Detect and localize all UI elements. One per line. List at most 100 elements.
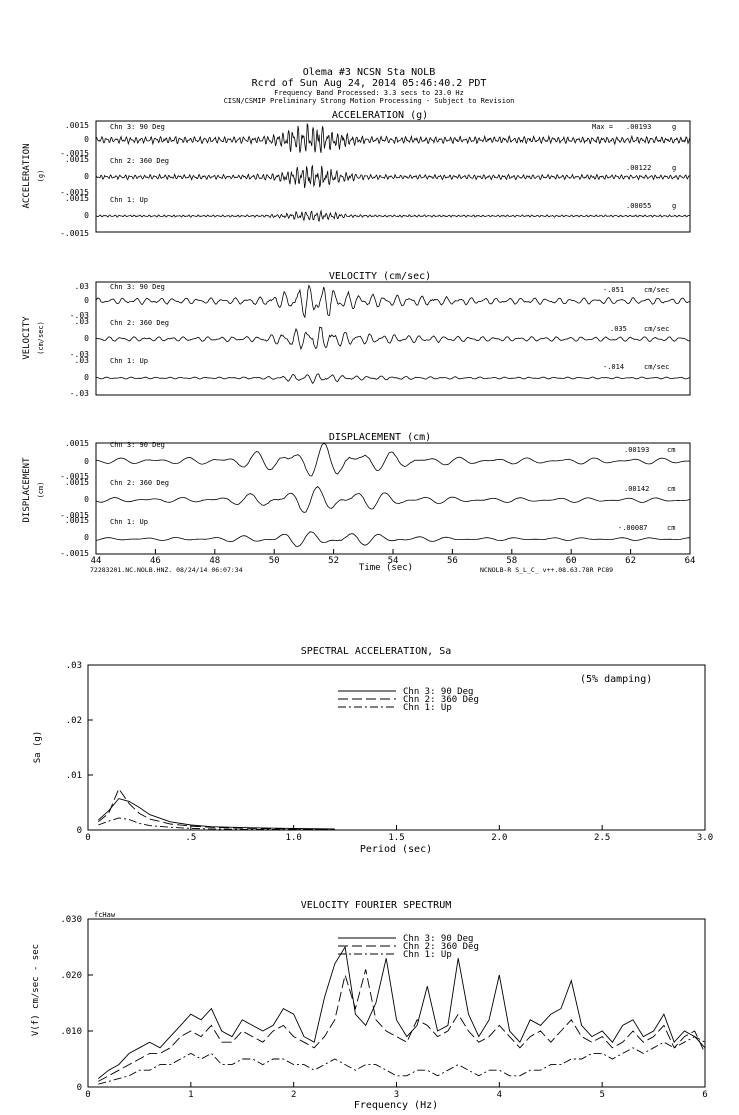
velocity-tick-zero: 0 (84, 296, 89, 305)
velocity-yunit: (cm/sec) (37, 321, 45, 355)
time-tick-label: 54 (388, 556, 399, 566)
acceleration-max-unit: g (672, 123, 676, 131)
velocity-trace-chn3 (95, 284, 691, 319)
fourier-spectrum-chart: VELOCITY FOURIER SPECTRUM fcHaw V(f) cm/… (31, 900, 708, 1111)
velocity-row-1: .03 0 -.03 Chn 2: 360 Deg .035 cm/sec (70, 317, 691, 359)
acceleration-panel: ACCELERATION (g) ACCELERATION (g) .0015 … (22, 110, 691, 238)
displacement-channel-label: Chn 3: 90 Deg (110, 441, 165, 449)
velocity-tick-zero: 0 (84, 334, 89, 343)
time-tick-label: 62 (625, 556, 636, 566)
fourier-legend: Chn 3: 90 Deg Chn 2: 360 Deg Chn 1: Up (338, 934, 479, 960)
displacement-row-0: .0015 0 -.0015 Chn 3: 90 Deg .00193 cm (60, 439, 691, 481)
acceleration-tick-zero: 0 (84, 172, 89, 181)
displacement-tick-top: .0015 (65, 439, 89, 448)
acceleration-tick-top: .0015 (65, 121, 89, 130)
acceleration-trace-chn3 (95, 122, 691, 153)
time-xlabel: Time (sec) (359, 563, 413, 573)
y-tick-label: 0 (77, 1083, 82, 1093)
displacement-max-unit: cm (667, 446, 675, 454)
displacement-tick-zero: 0 (84, 457, 89, 466)
spectral-legend: Chn 3: 90 Deg Chn 2: 360 Deg Chn 1: Up (338, 687, 479, 713)
velocity-channel-label: Chn 2: 360 Deg (110, 319, 169, 327)
velocity-row-0: .03 0 -.03 Chn 3: 90 Deg -.051 cm/sec (70, 282, 691, 320)
x-tick-label: 1.0 (286, 833, 302, 843)
displacement-max-value: .00142 (624, 485, 649, 493)
fourier-series (98, 945, 706, 1085)
displacement-trace-chn2 (95, 485, 691, 513)
fourier-ylabel: V(f) cm/sec - sec (31, 944, 41, 1036)
legend-label: Chn 2: 360 Deg (403, 695, 479, 705)
time-tick-label: 56 (447, 556, 458, 566)
series-line-chn-3-90-deg (98, 945, 706, 1079)
velocity-tick-top: .03 (75, 282, 90, 291)
series-line-chn-2-360-deg (98, 787, 335, 830)
time-tick-label: 64 (685, 556, 696, 566)
series-line-chn-2-360-deg (98, 969, 706, 1082)
velocity-ylabel: VELOCITY (22, 316, 32, 360)
velocity-tick-bottom: -.03 (70, 311, 89, 320)
displacement-tick-top: .0015 (65, 478, 89, 487)
velocity-tick-top: .03 (75, 317, 90, 326)
x-tick-label: 6 (702, 1090, 707, 1100)
velocity-channel-label: Chn 3: 90 Deg (110, 283, 165, 291)
displacement-panel: DISPLACEMENT (cm) DISPLACEMENT (cm) .001… (22, 432, 695, 574)
x-tick-label: .5 (185, 833, 196, 843)
time-tick-label: 44 (91, 556, 102, 566)
velocity-trace-chn2 (95, 326, 691, 351)
time-tick-label: 58 (506, 556, 517, 566)
acceleration-tick-zero: 0 (84, 135, 89, 144)
legend-label: Chn 3: 90 Deg (403, 687, 473, 697)
x-tick-label: 1 (188, 1090, 193, 1100)
velocity-max-value: .035 (610, 325, 627, 333)
acceleration-row-0: .0015 0 -.0015 Chn 3: 90 Deg Max = .0019… (60, 121, 691, 158)
acceleration-tick-zero: 0 (84, 211, 89, 220)
acceleration-title: ACCELERATION (g) (332, 110, 428, 121)
displacement-row-2: .0015 0 -.0015 Chn 1: Up -.00087 cm (60, 516, 691, 558)
velocity-tick-top: .03 (75, 356, 90, 365)
displacement-frame (95, 442, 691, 555)
x-tick-label: 3.0 (697, 833, 713, 843)
x-tick-label: 5 (599, 1090, 604, 1100)
displacement-title: DISPLACEMENT (cm) (329, 432, 431, 443)
fourier-xlabel: Frequency (Hz) (354, 1100, 438, 1111)
figure-header: Olema #3 NCSN Sta NOLB Rcrd of Sun Aug 2… (224, 67, 515, 105)
acceleration-max-unit: g (672, 164, 676, 172)
footer-left: 72283201.NC.NOLB.HNZ. 08/24/14 06:07:34 (90, 566, 243, 574)
velocity-max-unit: cm/sec (644, 286, 669, 294)
velocity-channel-label: Chn 1: Up (110, 357, 148, 365)
displacement-max-unit: cm (667, 524, 675, 532)
x-tick-label: 1.5 (388, 833, 404, 843)
displacement-tick-bottom: -.0015 (60, 549, 89, 558)
fourier-frame (87, 918, 706, 1088)
acceleration-tick-top: .0015 (65, 194, 89, 203)
y-tick-label: .010 (60, 1027, 82, 1037)
spectral-damping-note: (5% damping) (580, 674, 652, 685)
velocity-trace-chn1 (95, 373, 691, 385)
time-tick-label: 50 (269, 556, 280, 566)
legend-label: Chn 3: 90 Deg (403, 934, 473, 944)
spectral-ylabel: Sa (g) (33, 731, 43, 764)
series-line-chn-1-up (98, 817, 335, 830)
displacement-channel-label: Chn 1: Up (110, 518, 148, 526)
x-tick-label: 2 (291, 1090, 296, 1100)
spectral-xlabel: Period (sec) (360, 844, 432, 855)
acceleration-max-value: .00055 (626, 202, 651, 210)
acceleration-row-1: .0015 0 -.0015 Chn 2: 360 Deg .00122 g (60, 155, 691, 197)
spectral-acceleration-chart: SPECTRAL ACCELERATION, Sa (5% damping) S… (33, 646, 713, 855)
displacement-tick-bottom: -.0015 (60, 511, 89, 520)
series-line-chn-3-90-deg (97, 798, 335, 830)
time-tick-label: 52 (328, 556, 339, 566)
displacement-max-value: .00193 (624, 446, 649, 454)
acceleration-tick-bottom: -.0015 (60, 149, 89, 158)
x-tick-label: 2.5 (594, 833, 610, 843)
x-tick-label: 0 (85, 833, 90, 843)
displacement-tick-bottom: -.0015 (60, 472, 89, 481)
displacement-tick-zero: 0 (84, 533, 89, 542)
y-tick-label: 0 (77, 826, 82, 836)
spectral-series (97, 787, 335, 830)
velocity-max-value: -.014 (603, 363, 624, 371)
velocity-max-unit: cm/sec (644, 363, 669, 371)
time-tick-label: 60 (566, 556, 577, 566)
legend-label: Chn 2: 360 Deg (403, 942, 479, 952)
